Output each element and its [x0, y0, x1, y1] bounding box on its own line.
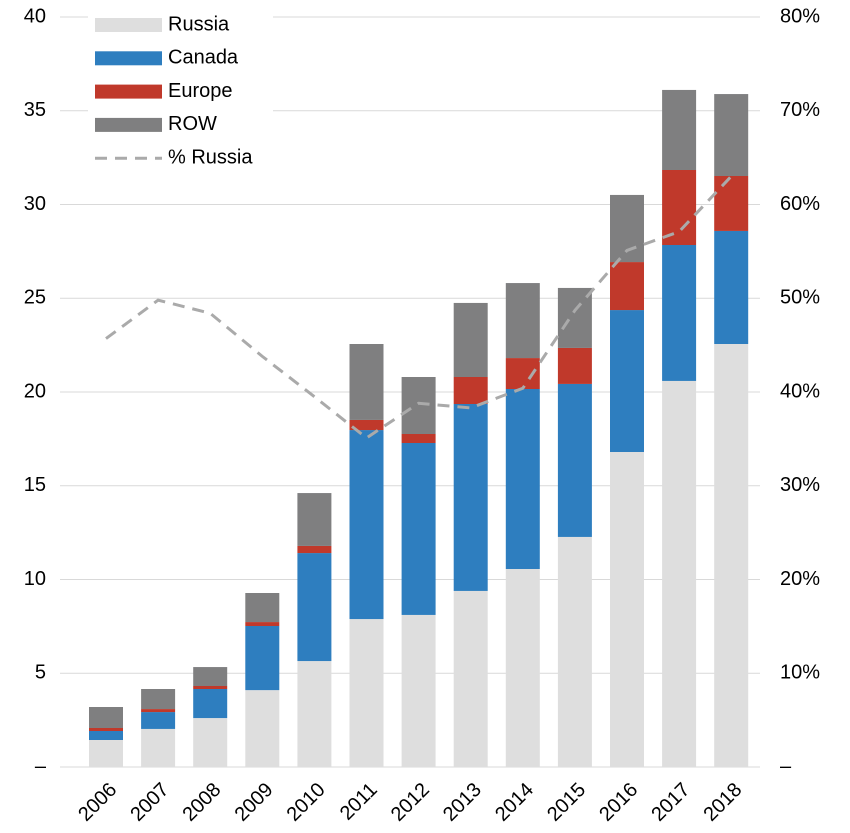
bar-segment	[557, 536, 592, 767]
bar-segment	[557, 347, 592, 384]
legend-swatch	[95, 117, 162, 132]
x-tick-label: 2009	[231, 779, 278, 826]
legend-label: Europe	[168, 80, 233, 102]
y-tick-label: 25	[24, 287, 46, 309]
y2-tick-label: 30%	[780, 474, 820, 496]
bar-segment	[714, 230, 749, 344]
bar-segment	[141, 709, 176, 713]
x-tick-label: 2008	[178, 779, 225, 826]
bar-segment	[297, 545, 332, 554]
legend-label: Canada	[168, 47, 239, 69]
y2-tick-label: 70%	[780, 99, 820, 121]
y2-tick-label: –	[780, 755, 792, 777]
x-tick-label: 2007	[126, 779, 173, 826]
y-tick-label: 5	[35, 662, 46, 684]
bar-segment	[453, 377, 488, 404]
x-tick-label: 2014	[491, 779, 538, 826]
x-tick-label: 2010	[283, 779, 330, 826]
y-tick-label: 40	[24, 5, 46, 27]
bar-segment	[610, 262, 644, 311]
bar-segment	[610, 452, 644, 767]
x-tick-label: 2012	[387, 779, 434, 826]
bar-segment	[89, 731, 123, 740]
bar-segment	[245, 622, 280, 626]
bar-segment	[401, 434, 436, 443]
bar-segment	[662, 245, 697, 381]
x-tick-label: 2018	[699, 779, 746, 826]
bar-segment	[141, 689, 176, 710]
bar-segment	[505, 569, 540, 767]
y-tick-label: 30	[24, 193, 46, 215]
bar-segment	[557, 287, 592, 348]
bar-segment	[193, 689, 228, 719]
bar-segment	[297, 661, 332, 767]
bar-segment	[505, 283, 540, 359]
bar-segment	[401, 443, 436, 615]
bar-segment	[349, 419, 384, 431]
y2-tick-label: 80%	[780, 5, 820, 27]
bar-segment	[193, 667, 228, 686]
bar-segment	[141, 728, 176, 767]
bar-segment	[714, 94, 749, 176]
bar-segment	[453, 404, 488, 591]
bar-segment	[401, 377, 436, 434]
bar-segment	[714, 176, 749, 231]
bar-segment	[245, 593, 280, 623]
legend-swatch	[95, 84, 162, 99]
bar-segment	[662, 170, 697, 245]
y2-tick-label: 20%	[780, 568, 820, 590]
legend: Russia Canada Europe ROW % Russia	[88, 8, 273, 176]
legend-swatch	[95, 18, 162, 32]
bar-segment	[349, 619, 384, 767]
x-tick-label: 2011	[336, 779, 382, 825]
y2-tick-label: 50%	[780, 287, 820, 309]
bar-segment	[89, 728, 123, 731]
legend-label: % Russia	[168, 146, 253, 168]
bar-segment	[193, 686, 228, 689]
bar-segment	[297, 553, 332, 662]
bar-segment	[557, 383, 592, 537]
x-tick-label: 2017	[647, 779, 694, 826]
y2-tick-label: 10%	[780, 662, 820, 684]
legend-label: Russia	[168, 13, 230, 35]
bar-segment	[505, 358, 540, 389]
bar-segment	[610, 310, 644, 452]
bar-segment	[505, 389, 540, 569]
bar-segment	[349, 430, 384, 620]
bar-segment	[714, 344, 749, 767]
bar-segment	[297, 493, 332, 546]
bar-segment	[349, 344, 384, 420]
bar-segment	[245, 626, 280, 691]
legend-label: ROW	[168, 113, 217, 135]
y-tick-label: 20	[24, 380, 46, 402]
x-tick-label: 2015	[543, 779, 590, 826]
y2-tick-label: 40%	[780, 380, 820, 402]
legend-swatch	[95, 51, 162, 66]
bar-segment	[401, 614, 436, 767]
bar-segment	[245, 690, 280, 767]
x-tick-label: 2013	[439, 779, 486, 826]
x-tick-label: 2016	[595, 779, 642, 826]
bar-segment	[89, 740, 123, 767]
bar-segment	[141, 712, 176, 729]
bar-segment	[662, 89, 697, 170]
y2-tick-label: 60%	[780, 193, 820, 215]
bar-segment	[662, 380, 697, 767]
bar-segment	[453, 302, 488, 377]
line-series	[105, 175, 733, 440]
y-tick-label: 10	[24, 568, 46, 590]
y-tick-label: 35	[24, 99, 46, 121]
bar-segment	[89, 707, 123, 728]
y-tick-label: –	[35, 755, 47, 777]
bar-segment	[193, 718, 228, 767]
x-tick-label: 2006	[74, 779, 121, 826]
y-tick-label: 15	[24, 474, 46, 496]
bar-segment	[453, 590, 488, 767]
